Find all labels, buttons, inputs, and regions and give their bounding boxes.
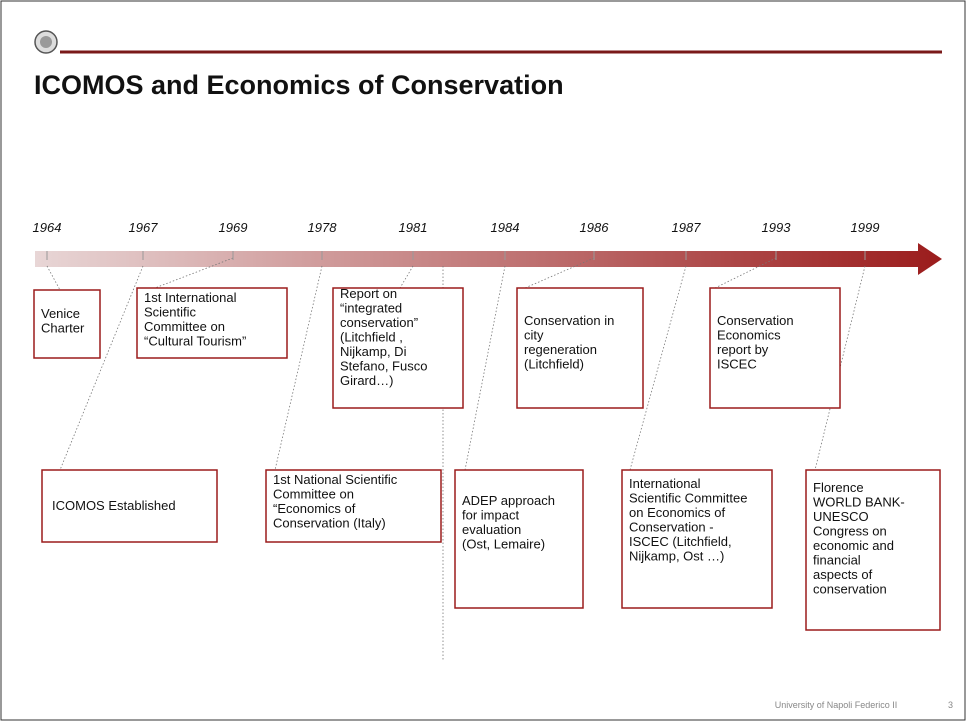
event-text: Nijkamp, Di [340, 344, 407, 359]
event-box [709, 287, 841, 409]
event-text: 1st International [144, 290, 237, 305]
event-text: conservation [813, 582, 887, 597]
event-text: Charter [41, 321, 85, 336]
event-text: ISCEC (Litchfield, [629, 534, 732, 549]
year-label: 1969 [219, 220, 248, 235]
event-text: city [524, 328, 544, 343]
year-label: 1964 [33, 220, 62, 235]
event-text: Conservation [717, 313, 794, 328]
year-label: 1978 [308, 220, 338, 235]
event-box [805, 469, 941, 631]
event-text: for impact [462, 508, 519, 523]
event-box [332, 287, 464, 409]
year-label: 1984 [491, 220, 520, 235]
event-box [265, 469, 442, 543]
event-text: regeneration [524, 342, 597, 357]
year-label: 1986 [580, 220, 610, 235]
event-text: Congress on [813, 524, 887, 539]
event-text: WORLD BANK- [813, 495, 905, 510]
event-text: “Economics of [273, 501, 356, 516]
year-label: 1993 [762, 220, 792, 235]
event-text: Scientific Committee [629, 491, 747, 506]
event-text: Florence [813, 480, 864, 495]
event-text: Venice [41, 306, 80, 321]
event-text: International [629, 476, 701, 491]
footer-page: 3 [948, 700, 953, 710]
event-box [454, 469, 584, 609]
logo [34, 30, 58, 54]
year-label: 1967 [129, 220, 159, 235]
event-text: Girard…) [340, 373, 393, 388]
event-text: (Litchfield , [340, 330, 403, 345]
slide-title: ICOMOS and Economics of Conservation [34, 70, 564, 100]
event-text: 1st National Scientific [273, 472, 398, 487]
event-text: report by [717, 342, 769, 357]
event-text: Conservation (Italy) [273, 516, 386, 531]
event-text: “Cultural Tourism” [144, 334, 246, 349]
event-text: Report on [340, 286, 397, 301]
event-text: Committee on [144, 319, 225, 334]
year-label: 1987 [672, 220, 702, 235]
event-text: UNESCO [813, 509, 869, 524]
event-text: evaluation [462, 522, 521, 537]
year-label: 1981 [399, 220, 428, 235]
event-box [516, 287, 644, 409]
event-text: ADEP approach [462, 493, 555, 508]
event-text: ISCEC [717, 357, 757, 372]
footer-institution: University of Napoli Federico II [775, 700, 898, 710]
event-text: Conservation - [629, 520, 714, 535]
event-text: ICOMOS Established [52, 498, 176, 513]
event-text: on Economics of [629, 505, 725, 520]
event-text: Committee on [273, 487, 354, 502]
event-text: (Litchfield) [524, 357, 584, 372]
year-label: 1999 [851, 220, 880, 235]
timeline-arrow [35, 243, 942, 275]
event-text: Economics [717, 328, 781, 343]
event-box [33, 289, 101, 359]
event-text: conservation” [340, 315, 418, 330]
event-text: aspects of [813, 567, 873, 582]
event-text: “integrated [340, 301, 402, 316]
event-text: (Ost, Lemaire) [462, 537, 545, 552]
event-box [41, 469, 218, 543]
event-box [136, 287, 288, 359]
event-box [621, 469, 773, 609]
event-text: Stefano, Fusco [340, 359, 427, 374]
event-text: economic and [813, 538, 894, 553]
event-text: Scientific [144, 305, 197, 320]
event-text: Nijkamp, Ost …) [629, 549, 724, 564]
event-text: Conservation in [524, 313, 614, 328]
event-text: financial [813, 553, 861, 568]
